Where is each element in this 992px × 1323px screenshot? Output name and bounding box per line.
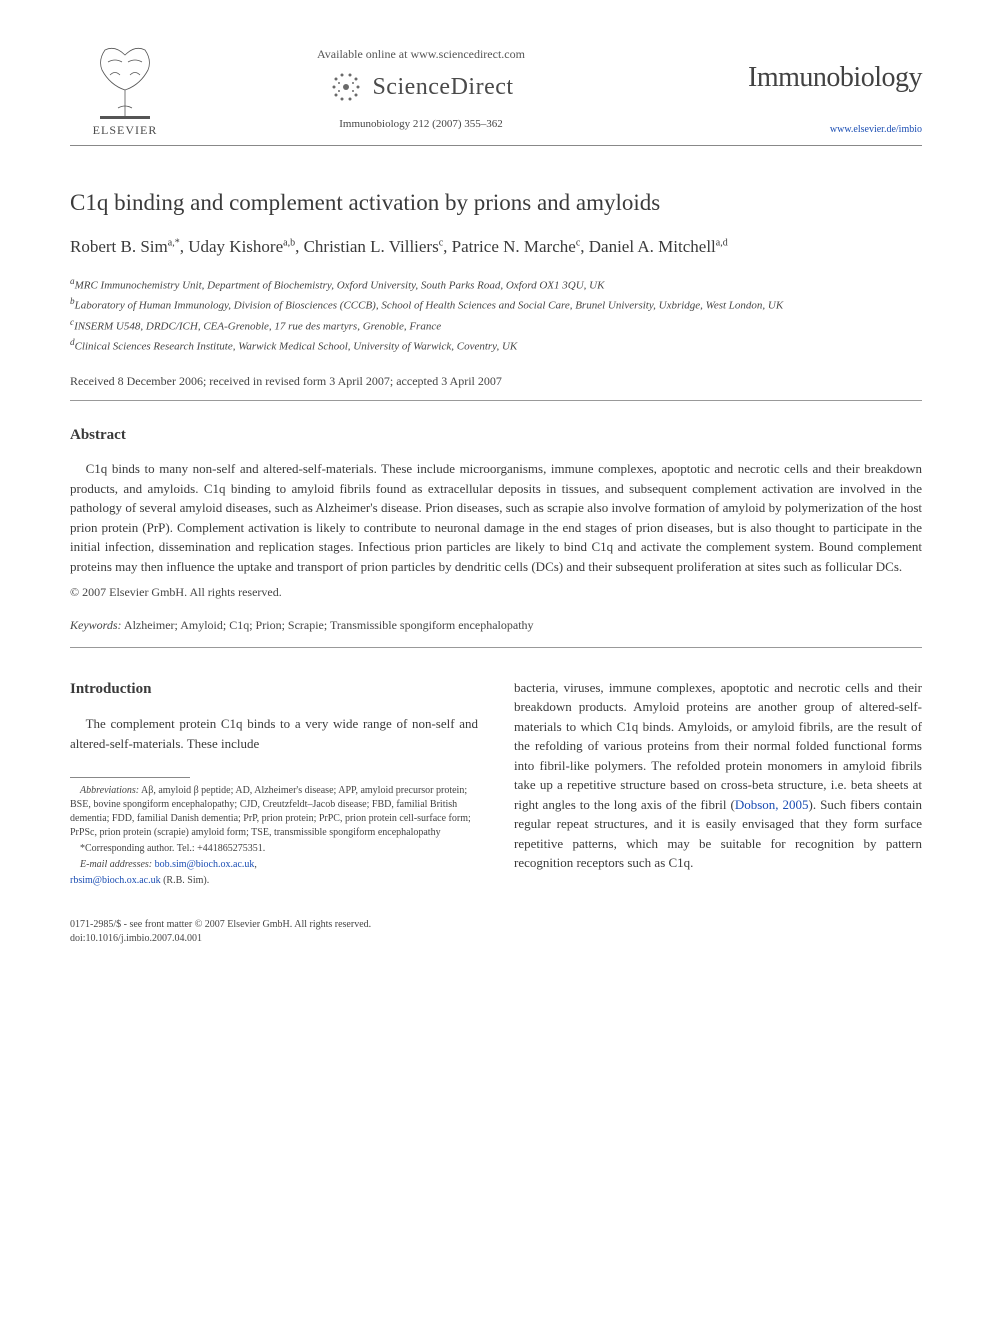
intro-para-right: bacteria, viruses, immune complexes, apo…: [514, 678, 922, 873]
abstract-body: C1q binds to many non-self and altered-s…: [70, 459, 922, 576]
front-matter-footer: 0171-2985/$ - see front matter © 2007 El…: [70, 918, 922, 946]
sciencedirect-name: ScienceDirect: [372, 70, 513, 105]
sciencedirect-burst-icon: [328, 69, 364, 105]
sciencedirect-logo: ScienceDirect: [328, 69, 513, 105]
article-title: C1q binding and complement activation by…: [70, 186, 922, 219]
keywords-text: Alzheimer; Amyloid; C1q; Prion; Scrapie;…: [124, 618, 534, 632]
header-rule: [70, 145, 922, 146]
abbreviations-footnote: Abbreviations: Aβ, amyloid β peptide; AD…: [70, 784, 478, 840]
introduction-heading: Introduction: [70, 678, 478, 701]
email-label: E-mail addresses:: [80, 859, 152, 870]
keywords-label: Keywords:: [70, 618, 122, 632]
email-footnote: E-mail addresses: bob.sim@bioch.ox.ac.uk…: [70, 858, 478, 872]
journal-name: Immunobiology: [662, 58, 922, 99]
affiliations: aMRC Immunochemistry Unit, Department of…: [70, 275, 922, 355]
abbreviations-label: Abbreviations:: [80, 785, 139, 796]
abstract-heading: Abstract: [70, 425, 922, 447]
right-column: bacteria, viruses, immune complexes, apo…: [514, 678, 922, 891]
journal-header: ELSEVIER Available online at www.science…: [70, 40, 922, 139]
corresponding-author-footnote: *Corresponding author. Tel.: +4418652753…: [70, 842, 478, 856]
email-footnote-2: rbsim@bioch.ox.ac.uk (R.B. Sim).: [70, 874, 478, 888]
citation-link-dobson[interactable]: Dobson, 2005: [735, 797, 809, 812]
journal-title-block: Immunobiology www.elsevier.de/imbio: [662, 40, 922, 137]
email-link-1[interactable]: bob.sim@bioch.ox.ac.uk: [155, 859, 255, 870]
front-matter-line1: 0171-2985/$ - see front matter © 2007 El…: [70, 918, 922, 932]
elsevier-tree-icon: [90, 40, 160, 120]
affiliation-item: bLaboratory of Human Immunology, Divisio…: [70, 295, 922, 314]
available-online-text: Available online at www.sciencedirect.co…: [180, 46, 662, 63]
journal-citation: Immunobiology 212 (2007) 355–362: [180, 117, 662, 133]
abstract-top-rule: [70, 400, 922, 401]
left-column: Introduction The complement protein C1q …: [70, 678, 478, 891]
affiliation-item: dClinical Sciences Research Institute, W…: [70, 336, 922, 355]
intro-right-text-1: bacteria, viruses, immune complexes, apo…: [514, 680, 922, 812]
keywords-line: Keywords: Alzheimer; Amyloid; C1q; Prion…: [70, 617, 922, 634]
author-list: Robert B. Sima,*, Uday Kishorea,b, Chris…: [70, 234, 922, 260]
abstract-bottom-rule: [70, 647, 922, 648]
article-dates: Received 8 December 2006; received in re…: [70, 373, 922, 390]
doi-line: doi:10.1016/j.imbio.2007.04.001: [70, 932, 922, 946]
affiliation-item: aMRC Immunochemistry Unit, Department of…: [70, 275, 922, 294]
footnote-rule: [70, 777, 190, 778]
header-center: Available online at www.sciencedirect.co…: [180, 40, 662, 133]
footnotes-block: Abbreviations: Aβ, amyloid β peptide; AD…: [70, 784, 478, 888]
publisher-logo-block: ELSEVIER: [70, 40, 180, 139]
abstract-copyright: © 2007 Elsevier GmbH. All rights reserve…: [70, 584, 922, 601]
email-tail: (R.B. Sim).: [161, 875, 210, 886]
body-columns: Introduction The complement protein C1q …: [70, 678, 922, 891]
journal-url-link[interactable]: www.elsevier.de/imbio: [662, 123, 922, 138]
publisher-name: ELSEVIER: [93, 122, 158, 139]
email-link-2[interactable]: rbsim@bioch.ox.ac.uk: [70, 875, 161, 886]
affiliation-item: cINSERM U548, DRDC/ICH, CEA-Grenoble, 17…: [70, 316, 922, 335]
intro-para-left: The complement protein C1q binds to a ve…: [70, 714, 478, 753]
